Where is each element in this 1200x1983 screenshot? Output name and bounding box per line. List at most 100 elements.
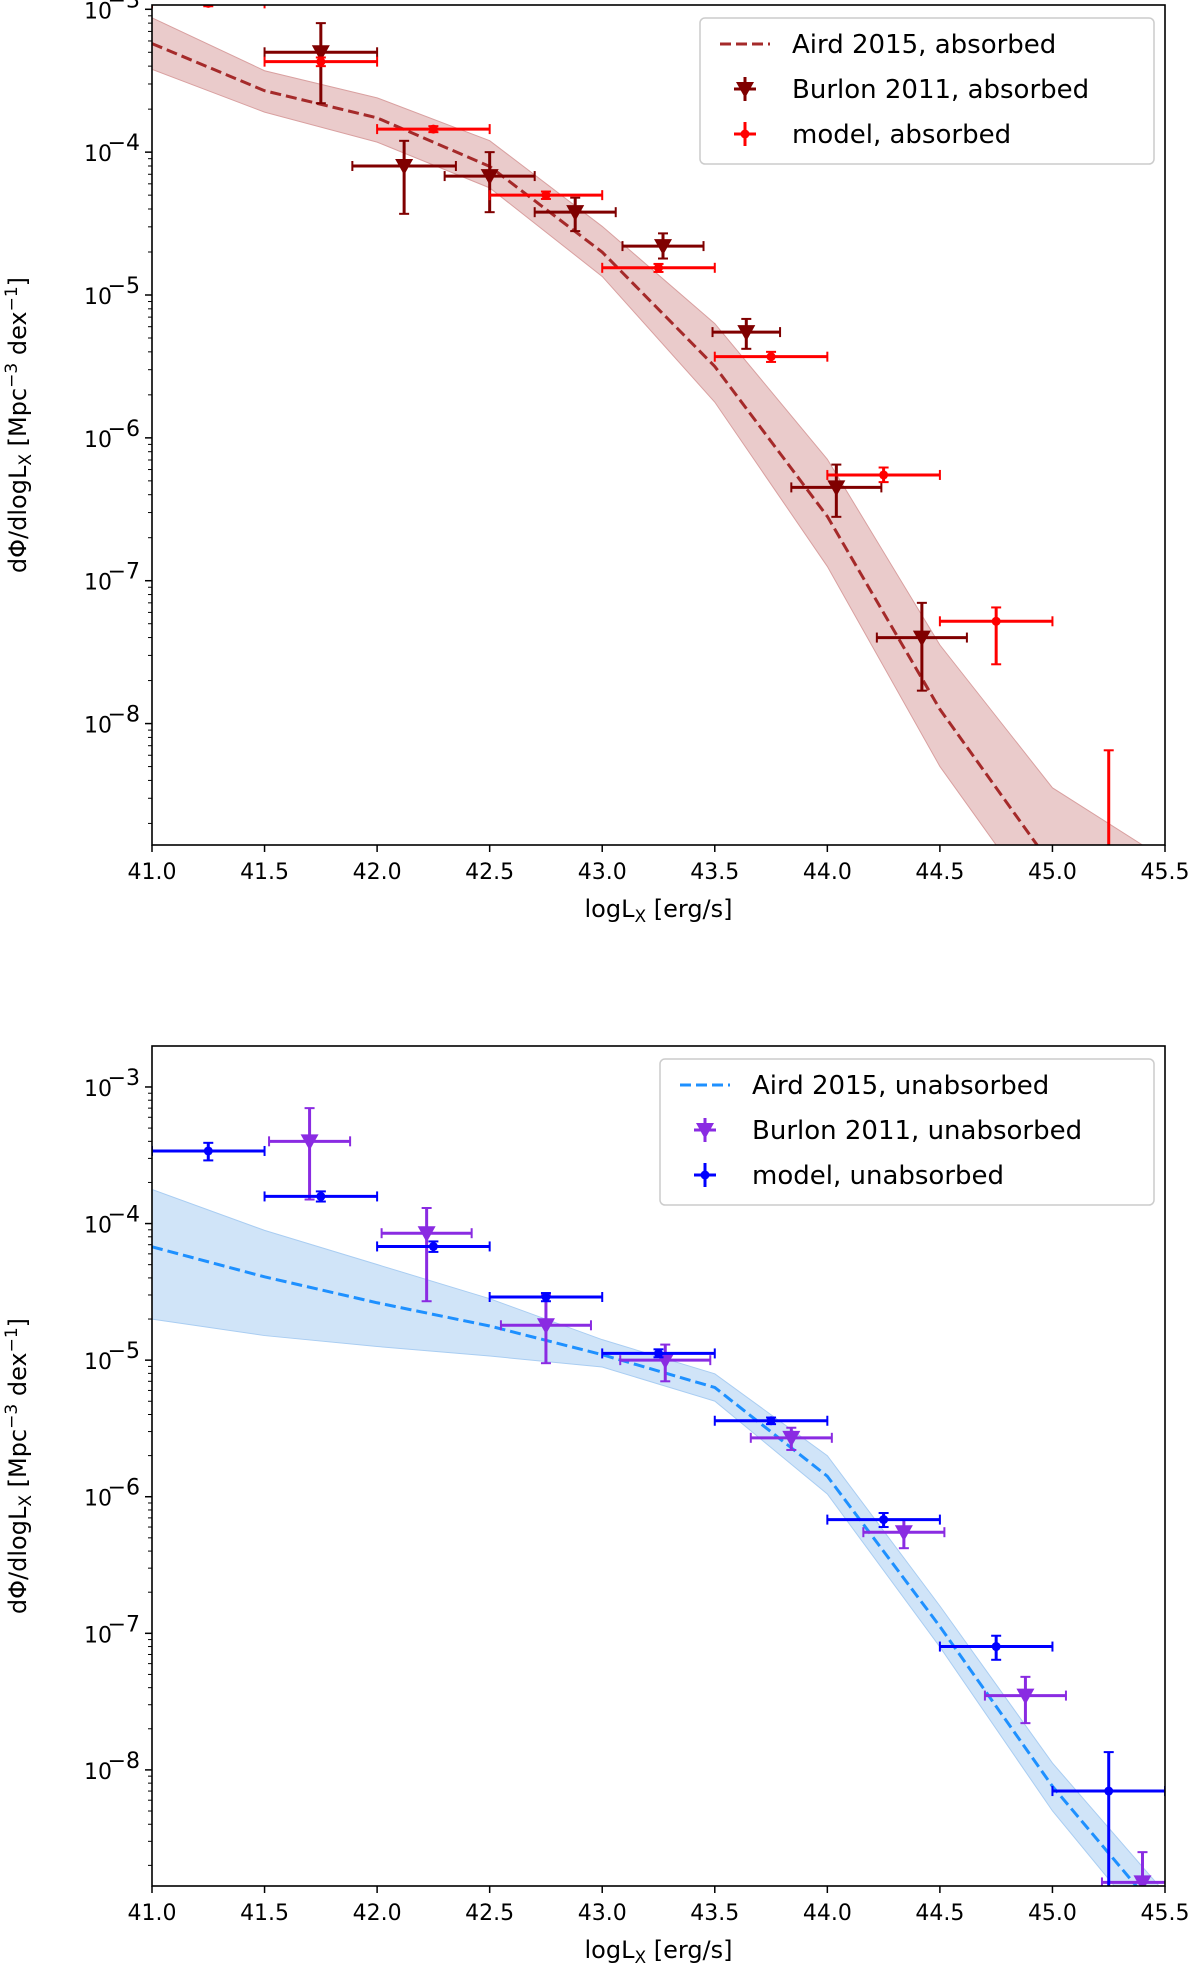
data-point — [827, 480, 846, 497]
y-tick-label: 10 — [84, 1350, 112, 1375]
axes-frame — [151, 4, 1166, 846]
data-point — [766, 1416, 776, 1426]
data-point — [417, 1226, 436, 1243]
data-point — [536, 1318, 555, 1335]
x-tick-label: 44.5 — [915, 1901, 964, 1926]
legend-swatch-marker — [700, 1170, 710, 1180]
data-point — [654, 1348, 663, 1358]
y-tick-label: 10 — [84, 1623, 112, 1648]
y-tick-exponent: −8 — [108, 1749, 140, 1774]
data-point — [1133, 1875, 1152, 1886]
y-tick-label: 10 — [84, 0, 112, 24]
x-axis: 41.0 41.5 42.0 42.5 43.0 43.5 44.0 44.5 45.0 45.5 — [128, 845, 1190, 885]
series-model — [152, 1141, 1165, 1886]
data-point — [566, 205, 585, 222]
confidence-band — [152, 1188, 1160, 1886]
y-tick-exponent: −6 — [108, 417, 140, 442]
data-point — [395, 158, 414, 175]
x-tick-label: 45.5 — [1141, 1901, 1190, 1926]
data-point — [912, 630, 931, 647]
y-tick-label: 10 — [84, 1487, 112, 1512]
data-point — [316, 1191, 326, 1201]
x-tick-label: 41.5 — [240, 1901, 289, 1926]
data-point — [879, 470, 889, 480]
top-panel: 41.0 41.5 42.0 42.5 43.0 43.5 44.0 44.5 45.0 45.5… — [2, 0, 1190, 927]
aird-curve — [152, 1245, 1139, 1886]
y-tick-label: 10 — [84, 428, 112, 453]
y-axis-label: dΦ/dlogLX [Mpc−3 dex−1] — [2, 277, 36, 573]
data-point — [654, 239, 673, 256]
y-tick-exponent: −7 — [108, 1612, 140, 1637]
data-point — [203, 1146, 213, 1156]
legend-label: model, absorbed — [792, 120, 1011, 150]
data-point — [428, 1241, 438, 1251]
legend-box — [659, 1058, 1155, 1206]
x-tick-label: 44.5 — [915, 860, 964, 885]
y-axis-label: dΦ/dlogLX [Mpc−3 dex−1] — [2, 1318, 36, 1614]
x-tick-label: 43.5 — [690, 860, 739, 885]
y-tick-label: 10 — [84, 1760, 112, 1785]
data-point — [991, 616, 1001, 626]
x-tick-label: 42.5 — [465, 860, 514, 885]
x-tick-label: 41.5 — [240, 860, 289, 885]
x-tick-label: 43.0 — [578, 1901, 627, 1926]
legend-box — [699, 17, 1155, 165]
x-tick-label: 45.0 — [1028, 860, 1077, 885]
y-tick-exponent: −5 — [108, 274, 140, 299]
data-point — [541, 190, 551, 200]
y-tick-exponent: −3 — [108, 1066, 140, 1091]
y-tick-label: 10 — [84, 571, 112, 596]
data-point — [541, 1292, 551, 1302]
x-tick-label: 41.0 — [128, 860, 177, 885]
data-point — [766, 352, 776, 362]
data-point — [1104, 1786, 1114, 1796]
y-tick-label: 10 — [84, 1214, 112, 1239]
y-tick-label: 10 — [84, 714, 112, 739]
y-tick-exponent: −4 — [108, 1203, 140, 1228]
x-axis-label: logLX [erg/s] — [584, 1936, 732, 1968]
legend-label: Aird 2015, unabsorbed — [752, 1071, 1049, 1101]
data-point — [1016, 1688, 1035, 1705]
series-burlon — [268, 1107, 1165, 1886]
y-axis: 10−310−410−510−610−710−8 — [84, 0, 152, 824]
x-axis-label: logLX [erg/s] — [584, 895, 732, 927]
axes-frame — [151, 1045, 1166, 1887]
series-model — [152, 5, 1114, 845]
y-tick-exponent: −3 — [108, 0, 140, 13]
y-tick-label: 10 — [84, 142, 112, 167]
legend: Aird 2015, absorbed Burlon 2011, absorbed… — [699, 17, 1155, 165]
data-point — [316, 57, 326, 67]
legend-swatch-marker — [696, 1123, 714, 1139]
x-tick-label: 41.0 — [128, 1901, 177, 1926]
legend-swatch-marker — [740, 129, 750, 139]
legend-label: Burlon 2011, unabsorbed — [752, 1116, 1082, 1146]
data-point — [300, 1134, 319, 1151]
x-tick-label: 45.0 — [1028, 1901, 1077, 1926]
x-tick-label: 44.0 — [803, 860, 852, 885]
legend: Aird 2015, unabsorbed Burlon 2011, unabso… — [659, 1058, 1155, 1206]
y-tick-label: 10 — [84, 1077, 112, 1102]
series-burlon — [263, 22, 968, 692]
data-point — [311, 45, 330, 62]
y-tick-label: 10 — [84, 285, 112, 310]
y-tick-exponent: −7 — [108, 560, 140, 585]
bottom-panel: 41.0 41.5 42.0 42.5 43.0 43.5 44.0 44.5 45.0 45.5… — [2, 1045, 1190, 1968]
y-tick-exponent: −5 — [108, 1339, 140, 1364]
data-point — [991, 1642, 1001, 1652]
data-point — [894, 1525, 913, 1542]
data-point — [737, 325, 756, 342]
y-tick-exponent: −8 — [108, 703, 140, 728]
plot-area — [152, 5, 1143, 845]
x-tick-label: 44.0 — [803, 1901, 852, 1926]
legend-label: Burlon 2011, absorbed — [792, 75, 1089, 105]
x-tick-label: 42.0 — [353, 1901, 402, 1926]
data-point — [428, 124, 438, 134]
x-tick-label: 45.5 — [1141, 860, 1190, 885]
legend-label: Aird 2015, absorbed — [792, 30, 1056, 60]
plot-area — [152, 1107, 1165, 1886]
data-point — [879, 1515, 889, 1525]
y-tick-exponent: −6 — [108, 1476, 140, 1501]
aird-curve — [152, 42, 1039, 845]
y-tick-exponent: −4 — [108, 131, 140, 156]
